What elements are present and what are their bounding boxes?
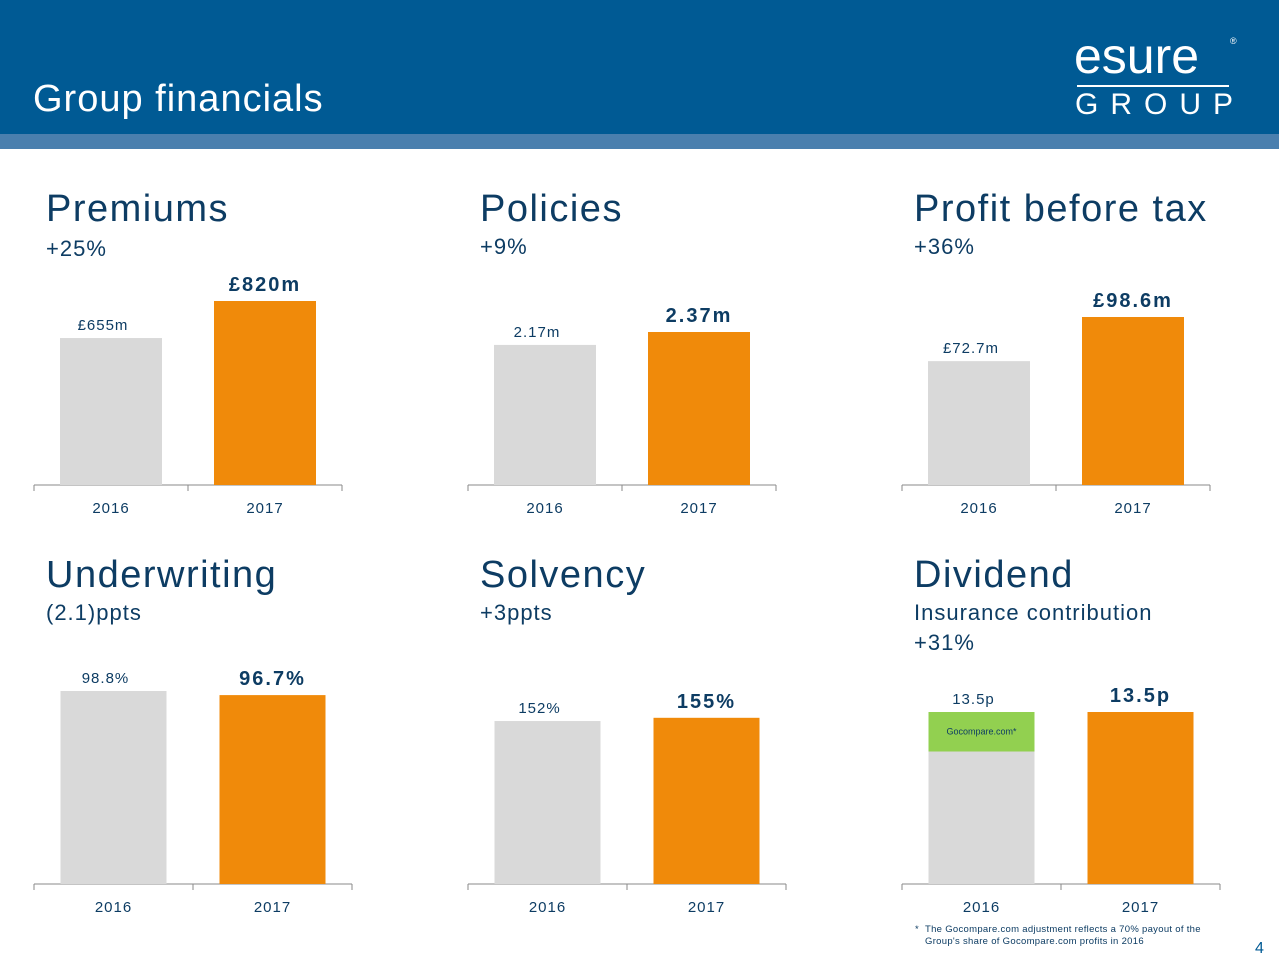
panel-title: Policies xyxy=(480,188,623,230)
premiums-chart: £655m 2016 £820m 2017 xyxy=(33,274,343,517)
bar-2016 xyxy=(494,721,601,884)
tick-label-2016: 2016 xyxy=(960,500,997,517)
tick-label-2016: 2016 xyxy=(95,899,132,916)
page-title: Group financials xyxy=(33,78,324,120)
data-label-2017: 13.5p xyxy=(1110,685,1171,707)
bar-2017 xyxy=(214,301,316,485)
bar-2017 xyxy=(1082,317,1184,485)
bar-2017 xyxy=(653,717,760,884)
tick-label-2017: 2017 xyxy=(246,500,283,517)
bar-2016 xyxy=(60,338,162,485)
panel-subtitle: (2.1)ppts xyxy=(46,600,142,625)
tick-label-2017: 2017 xyxy=(1114,500,1151,517)
data-label-2016: 13.5p xyxy=(952,691,995,708)
panel-subtitle: +36% xyxy=(914,234,975,259)
data-label-2016: 98.8% xyxy=(82,670,130,687)
dividend-chart: Gocompare.com* 13.5p 2016 13.5p 2017 xyxy=(901,685,1221,916)
footnote-line-2: Group's share of Gocompare.com profits i… xyxy=(925,936,1144,947)
header-band xyxy=(0,134,1279,149)
bar-2016 xyxy=(60,691,167,884)
tick-label-2016: 2016 xyxy=(92,500,129,517)
solvency-chart: 152% 2016 155% 2017 xyxy=(467,691,787,916)
page-number: 4 xyxy=(1255,940,1264,957)
panel-title: Underwriting xyxy=(46,554,278,596)
esure-group-logo: esure ® GROUP xyxy=(1074,28,1244,122)
panel-subtitle: Insurance contribution xyxy=(914,600,1153,625)
data-label-2016: £72.7m xyxy=(943,340,999,357)
panel-subtitle: +25% xyxy=(46,236,107,261)
panel-subtitle: +3ppts xyxy=(480,600,553,625)
panel-title: Premiums xyxy=(46,188,230,230)
data-label-2017: 155% xyxy=(677,691,736,713)
bar-2017 xyxy=(1087,712,1194,884)
tick-label-2016: 2016 xyxy=(963,899,1000,916)
panel-subtitle-change: +31% xyxy=(914,630,975,655)
footnote-star: * xyxy=(915,924,919,935)
panel-subtitle: +9% xyxy=(480,234,528,259)
tick-label-2017: 2017 xyxy=(680,500,717,517)
data-label-2017: £820m xyxy=(229,274,301,296)
bar-2016 xyxy=(928,361,1030,485)
data-label-2016: 2.17m xyxy=(514,324,561,341)
panel-title: Profit before tax xyxy=(914,188,1208,230)
underwriting-chart: 98.8% 2016 96.7% 2017 xyxy=(33,668,353,916)
tick-label-2017: 2017 xyxy=(688,899,725,916)
tick-label-2016: 2016 xyxy=(529,899,566,916)
logo-word: esure xyxy=(1074,28,1200,84)
gocompare-segment xyxy=(928,712,1035,752)
logo-registered-mark: ® xyxy=(1230,36,1237,46)
bar-2016 xyxy=(494,344,596,485)
bar-2017 xyxy=(219,695,326,884)
tick-label-2017: 2017 xyxy=(254,899,291,916)
panel-title: Solvency xyxy=(480,554,647,596)
bar-2017 xyxy=(648,332,750,485)
data-label-2016: £655m xyxy=(78,317,129,334)
logo-group-text: GROUP xyxy=(1075,88,1246,121)
gocompare-segment-label: Gocompare.com* xyxy=(946,727,1017,737)
logo-divider xyxy=(1077,85,1229,87)
policies-chart: 2.17m 2016 2.37m 2017 xyxy=(467,305,777,517)
data-label-2016: 152% xyxy=(518,700,560,717)
data-label-2017: £98.6m xyxy=(1093,290,1173,312)
footnote-line-1: The Gocompare.com adjustment reflects a … xyxy=(925,924,1201,935)
data-label-2017: 96.7% xyxy=(239,668,306,690)
header-bar xyxy=(0,0,1279,134)
data-label-2017: 2.37m xyxy=(666,305,733,327)
tick-label-2017: 2017 xyxy=(1122,899,1159,916)
tick-label-2016: 2016 xyxy=(526,500,563,517)
footnote: * The Gocompare.com adjustment reflects … xyxy=(915,924,1245,948)
panel-title: Dividend xyxy=(914,554,1074,596)
profit-before-tax-chart: £72.7m 2016 £98.6m 2017 xyxy=(901,290,1211,517)
